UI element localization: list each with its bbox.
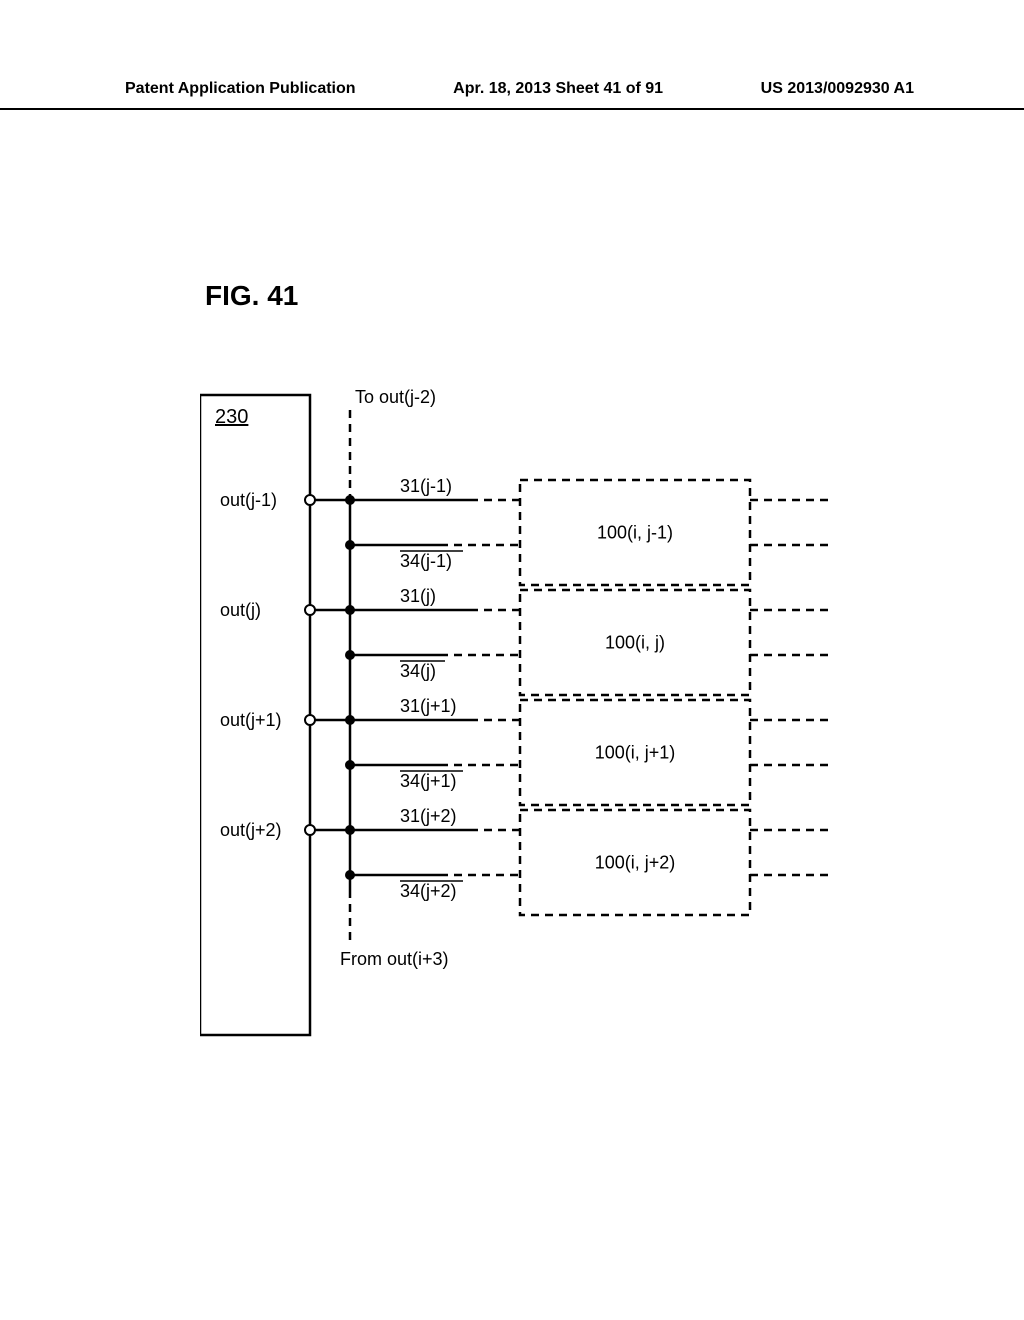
pixel-cell-label: 100(i, j-1) — [597, 523, 673, 543]
junction-node-34 — [345, 870, 355, 880]
out-label: out(j) — [220, 600, 261, 620]
figure-title: FIG. 41 — [205, 280, 298, 312]
wire-34-label: 34(j-1) — [400, 551, 452, 571]
wire-34-label: 34(j+1) — [400, 771, 457, 791]
wire-31-label: 31(j-1) — [400, 476, 452, 496]
pixel-cell-label: 100(i, j+2) — [595, 853, 676, 873]
block-230-label: 230 — [215, 406, 248, 428]
out-terminal — [305, 715, 315, 725]
wire-31-label: 31(j+2) — [400, 806, 457, 826]
out-label: out(j+1) — [220, 710, 282, 730]
junction-node-34 — [345, 540, 355, 550]
out-label: out(j+2) — [220, 820, 282, 840]
pixel-cell-label: 100(i, j+1) — [595, 743, 676, 763]
out-terminal — [305, 605, 315, 615]
circuit-diagram: 230 To out(j-2) out(j-1) 31(j-1) 34(j-1) 100(… — [200, 380, 920, 1060]
header-left: Patent Application Publication — [125, 80, 356, 108]
bottom-connection-label: From out(i+3) — [340, 949, 449, 969]
header-center: Apr. 18, 2013 Sheet 41 of 91 — [453, 80, 663, 108]
wire-31-label: 31(j+1) — [400, 696, 457, 716]
junction-node-34 — [345, 760, 355, 770]
header-right: US 2013/0092930 A1 — [761, 80, 914, 108]
top-connection-label: To out(j-2) — [355, 387, 436, 407]
wire-34-label: 34(j+2) — [400, 881, 457, 901]
out-terminal — [305, 495, 315, 505]
junction-node-34 — [345, 650, 355, 660]
out-label: out(j-1) — [220, 490, 277, 510]
wire-34-label: 34(j) — [400, 661, 436, 681]
pixel-cell-label: 100(i, j) — [605, 633, 665, 653]
out-terminal — [305, 825, 315, 835]
wire-31-label: 31(j) — [400, 586, 436, 606]
